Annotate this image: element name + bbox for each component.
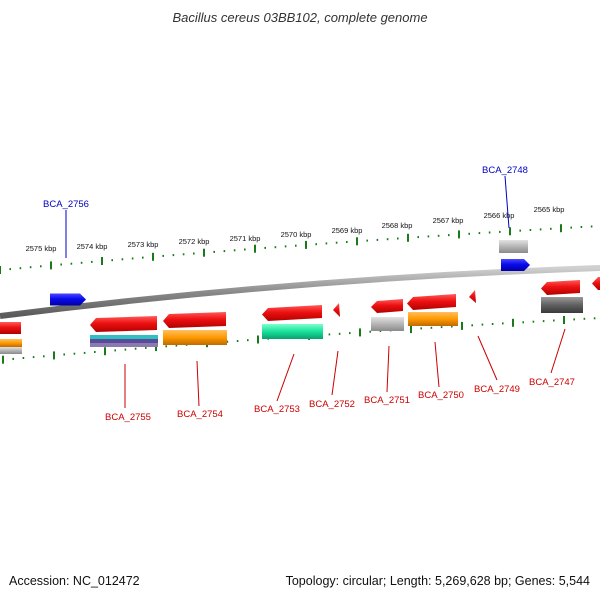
gene-partial-left-arrow[interactable] (0, 322, 21, 334)
accession-label: Accession: NC_012472 (9, 574, 140, 588)
leader-bca-2753 (276, 353, 295, 402)
leader-bca-2748 (504, 175, 510, 229)
gene-bca-2755-purple-bar[interactable] (90, 339, 158, 343)
scale-label-2571: 2571 kbp (230, 234, 261, 243)
genome-title: Bacillus cereus 03BB102, complete genome (172, 10, 428, 25)
reverse-genes (0, 277, 600, 354)
gene-bca-2750-orange-bar[interactable] (408, 312, 458, 326)
scale-label-2573: 2573 kbp (128, 240, 159, 249)
gene-label-bca-2748[interactable]: BCA_2748 (482, 165, 528, 176)
gene-bca-2756-arrow[interactable] (50, 293, 86, 306)
scale-label-2574: 2574 kbp (77, 242, 108, 251)
scale-label-2572: 2572 kbp (179, 237, 210, 246)
outer-scale-ticks (0, 224, 593, 274)
scale-labels: 2575 kbp 2574 kbp 2573 kbp 2572 kbp 2571… (26, 205, 565, 253)
leader-bca-2752 (331, 350, 339, 396)
scale-label-2569: 2569 kbp (332, 226, 363, 235)
label-leader-lines (65, 175, 566, 408)
forward-genes (50, 240, 530, 306)
gene-bca-2751-arrow[interactable] (371, 299, 403, 313)
gene-bca-2753-arrow[interactable] (262, 305, 322, 321)
gene-bca-2749-arrow[interactable] (469, 290, 476, 303)
scale-label-2575: 2575 kbp (26, 244, 57, 253)
gene-bca-2748-feature-bar[interactable] (499, 240, 528, 253)
gene-bca-2752-arrow[interactable] (333, 303, 340, 317)
gene-labels: BCA_2756 BCA_2748 BCA_2755 BCA_2754 BCA_… (43, 165, 575, 423)
gene-label-bca-2753[interactable]: BCA_2753 (254, 404, 300, 415)
gene-bca-2755-arrow[interactable] (90, 316, 157, 332)
gene-bca-2748-arrow[interactable] (501, 259, 530, 271)
gene-bca-2747-dark-bar[interactable] (541, 297, 583, 313)
gene-label-bca-2750[interactable]: BCA_2750 (418, 390, 464, 401)
scale-label-2570: 2570 kbp (281, 230, 312, 239)
gene-bca-2754-arrow[interactable] (163, 312, 226, 328)
gene-label-bca-2756[interactable]: BCA_2756 (43, 199, 89, 210)
gene-label-bca-2752[interactable]: BCA_2752 (309, 399, 355, 410)
genome-info-label: Topology: circular; Length: 5,269,628 bp… (285, 574, 590, 588)
gene-label-bca-2747[interactable]: BCA_2747 (529, 377, 575, 388)
gene-partial-left-gray-bar[interactable] (0, 347, 22, 354)
leader-bca-2749 (477, 335, 498, 381)
leader-bca-2751 (386, 345, 390, 393)
gene-bca-2747-arrow[interactable] (541, 280, 580, 295)
leader-bca-2754 (196, 360, 200, 407)
gene-label-bca-2749[interactable]: BCA_2749 (474, 384, 520, 395)
gene-bca-2750-arrow[interactable] (407, 294, 456, 310)
scale-label-2567: 2567 kbp (433, 216, 464, 225)
gene-partial-right-arrow[interactable] (592, 277, 600, 290)
gene-label-bca-2754[interactable]: BCA_2754 (177, 409, 223, 420)
gene-label-bca-2751[interactable]: BCA_2751 (364, 395, 410, 406)
gene-bca-2751-gray-bar[interactable] (371, 317, 404, 331)
scale-label-2568: 2568 kbp (382, 221, 413, 230)
gene-label-bca-2755[interactable]: BCA_2755 (105, 412, 151, 423)
scale-label-2565: 2565 kbp (534, 205, 565, 214)
gene-bca-2753-green-bar[interactable] (262, 324, 323, 339)
leader-bca-2747 (550, 328, 566, 374)
gene-bca-2755-cyan-bar[interactable] (90, 335, 158, 339)
gene-partial-left-orange-bar[interactable] (0, 339, 22, 347)
scale-label-2566: 2566 kbp (484, 211, 515, 220)
gene-bca-2754-orange-bar[interactable] (163, 330, 227, 345)
leader-bca-2750 (434, 341, 440, 388)
gene-bca-2755-gray-bar[interactable] (90, 343, 158, 347)
genome-backbone (0, 265, 600, 319)
